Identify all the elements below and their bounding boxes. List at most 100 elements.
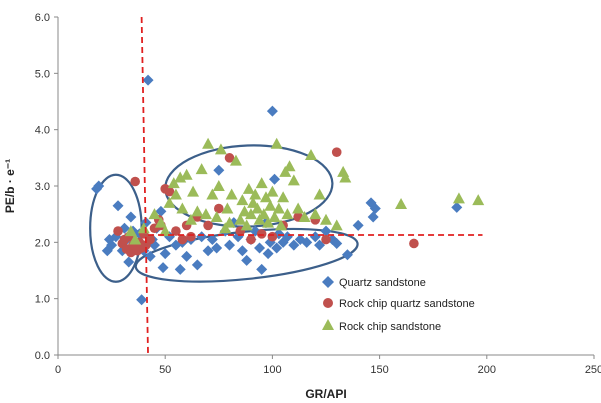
data-point-diamond bbox=[269, 173, 281, 185]
y-tick-label: 3.0 bbox=[35, 181, 50, 193]
vertical-reference-line bbox=[140, 16, 149, 356]
data-point-diamond bbox=[369, 203, 381, 215]
data-point-circle bbox=[224, 153, 235, 163]
data-point-triangle bbox=[292, 202, 305, 214]
data-point-diamond bbox=[123, 256, 135, 268]
y-axis-title: PE/b · e⁻¹ bbox=[3, 159, 17, 213]
data-point-triangle bbox=[274, 219, 287, 231]
data-point-triangle bbox=[251, 202, 264, 214]
data-point-triangle bbox=[195, 163, 208, 175]
data-point-circle bbox=[130, 176, 140, 187]
data-point-diamond bbox=[256, 263, 268, 275]
data-point-diamond bbox=[174, 263, 186, 275]
data-point-diamond bbox=[367, 211, 379, 223]
data-point-diamond bbox=[93, 180, 105, 192]
data-point-triangle bbox=[320, 213, 332, 225]
data-point-diamond bbox=[301, 236, 313, 248]
y-tick-label: 6.0 bbox=[35, 12, 50, 24]
data-point-triangle bbox=[287, 174, 300, 186]
data-point-triangle bbox=[238, 205, 251, 217]
data-point-triangle bbox=[167, 177, 180, 189]
data-point-diamond bbox=[288, 239, 300, 251]
data-point-triangle bbox=[270, 137, 283, 149]
data-point-triangle bbox=[259, 191, 272, 203]
data-point-diamond bbox=[331, 237, 343, 249]
data-point-triangle bbox=[137, 222, 150, 234]
data-point-diamond bbox=[196, 231, 208, 243]
y-tick-label: 5.0 bbox=[35, 68, 50, 80]
legend-marker-diamond-icon bbox=[322, 276, 334, 288]
data-point-triangle bbox=[395, 198, 408, 210]
y-tick-label: 2.0 bbox=[35, 237, 50, 249]
data-point-diamond bbox=[106, 239, 118, 251]
data-point-circle bbox=[246, 234, 256, 245]
data-point-triangle bbox=[191, 205, 204, 217]
y-tick-label: 4.0 bbox=[35, 125, 50, 137]
data-point-triangle bbox=[283, 160, 296, 172]
data-point-diamond bbox=[202, 245, 214, 257]
legend-marker-circle-icon bbox=[323, 298, 333, 308]
data-point-triangle bbox=[223, 216, 236, 228]
data-point-triangle bbox=[225, 188, 238, 200]
data-point-triangle bbox=[279, 165, 292, 177]
data-point-circle bbox=[331, 147, 342, 157]
data-point-diamond bbox=[125, 211, 137, 223]
data-point-triangle bbox=[309, 208, 322, 220]
data-point-triangle bbox=[129, 233, 142, 245]
legend-item-rock-chip-quartz-sandstone: Rock chip quartz sandstone bbox=[323, 298, 475, 310]
data-point-diamond bbox=[262, 248, 274, 260]
data-point-triangle bbox=[281, 208, 294, 220]
legend-label: Rock chip quartz sandstone bbox=[339, 298, 475, 310]
data-point-circle bbox=[177, 234, 188, 245]
data-point-triangle bbox=[159, 225, 172, 237]
legend: Quartz sandstone Rock chip quartz sandst… bbox=[322, 276, 475, 333]
data-point-triangle bbox=[242, 182, 255, 194]
reference-lines bbox=[140, 16, 483, 356]
data-point-diamond bbox=[142, 74, 154, 86]
data-point-circle bbox=[186, 231, 196, 242]
data-point-diamond bbox=[211, 242, 223, 254]
data-point-triangle bbox=[244, 208, 257, 220]
data-point-diamond bbox=[451, 201, 463, 213]
x-tick-label: 150 bbox=[370, 364, 388, 376]
data-point-circle bbox=[409, 238, 419, 249]
data-point-diamond bbox=[136, 294, 148, 306]
data-point-triangle bbox=[180, 168, 193, 180]
data-point-triangle bbox=[206, 188, 219, 200]
data-point-triangle bbox=[249, 188, 262, 200]
data-point-diamond bbox=[144, 250, 156, 262]
data-point-triangle bbox=[304, 149, 317, 161]
data-point-circle bbox=[171, 226, 181, 236]
data-point-triangle bbox=[210, 210, 223, 222]
data-point-diamond bbox=[213, 164, 225, 176]
data-point-triangle bbox=[253, 213, 266, 225]
data-point-circle bbox=[203, 220, 213, 231]
x-tick-label: 50 bbox=[159, 364, 171, 376]
data-point-diamond bbox=[181, 250, 193, 262]
legend-marker-triangle-icon bbox=[322, 319, 334, 330]
data-point-circle bbox=[321, 234, 331, 245]
data-point-diamond bbox=[254, 242, 266, 254]
data-point-triangle bbox=[199, 208, 212, 220]
data-point-triangle bbox=[187, 185, 200, 197]
data-point-triangle bbox=[298, 210, 311, 222]
data-point-diamond bbox=[206, 234, 218, 246]
legend-label: Rock chip sandstone bbox=[339, 321, 441, 333]
data-point-diamond bbox=[155, 205, 167, 217]
legend-label: Quartz sandstone bbox=[339, 277, 426, 289]
data-point-diamond bbox=[266, 105, 278, 117]
data-point-circle bbox=[214, 203, 224, 214]
data-point-triangle bbox=[313, 188, 326, 200]
data-point-triangle bbox=[214, 143, 227, 155]
data-point-diamond bbox=[281, 231, 293, 243]
data-point-triangle bbox=[176, 202, 189, 214]
data-point-triangle bbox=[257, 208, 270, 220]
data-point-triangle bbox=[221, 202, 234, 214]
data-point-diamond bbox=[241, 254, 253, 266]
data-point-triangle bbox=[277, 191, 290, 203]
data-point-circle bbox=[256, 229, 267, 239]
data-points bbox=[91, 74, 485, 306]
data-point-triangle bbox=[212, 180, 225, 191]
data-point-diamond bbox=[236, 245, 248, 257]
y-tick-label: 0.0 bbox=[35, 350, 50, 362]
